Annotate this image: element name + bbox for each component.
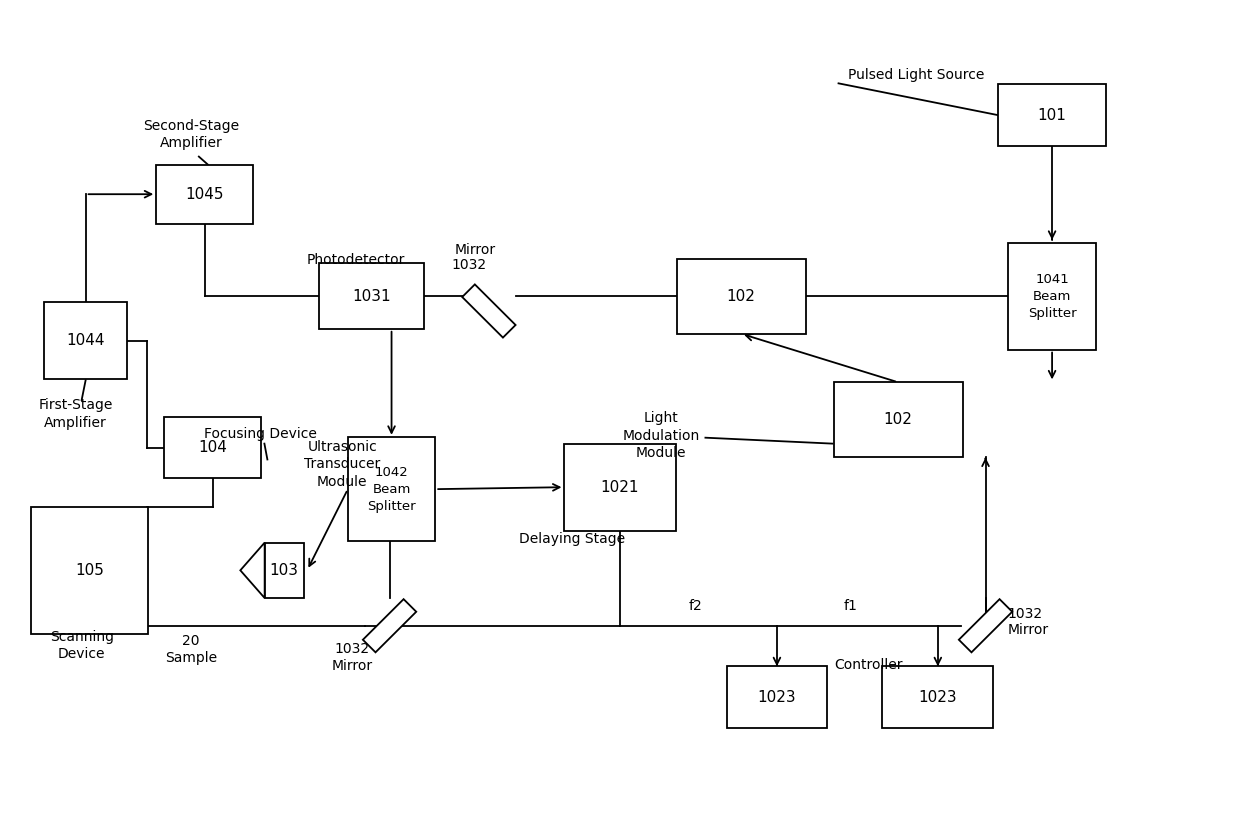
- Text: 1032
Mirror: 1032 Mirror: [331, 641, 372, 673]
- Text: 1044: 1044: [67, 333, 105, 348]
- Text: 101: 101: [1038, 108, 1066, 122]
- Text: 102: 102: [727, 289, 755, 304]
- Text: Controller: Controller: [835, 659, 903, 672]
- Bar: [1008, 243, 1096, 350]
- Bar: [998, 84, 1106, 146]
- Text: 102: 102: [884, 412, 913, 427]
- Text: 1042
Beam
Splitter: 1042 Beam Splitter: [367, 465, 415, 513]
- Bar: [43, 302, 128, 379]
- Polygon shape: [363, 599, 417, 652]
- Bar: [564, 443, 676, 531]
- Text: Ultrasonic
Transducer
Module: Ultrasonic Transducer Module: [304, 440, 381, 489]
- Bar: [319, 263, 424, 328]
- Text: Delaying Stage: Delaying Stage: [520, 531, 625, 546]
- Text: 20
Sample: 20 Sample: [165, 634, 217, 665]
- Text: 1031: 1031: [352, 289, 391, 304]
- Text: f1: f1: [843, 599, 857, 613]
- Polygon shape: [241, 543, 264, 598]
- Bar: [882, 667, 993, 728]
- Text: Focusing Device: Focusing Device: [205, 427, 317, 441]
- Text: Pulsed Light Source: Pulsed Light Source: [848, 68, 985, 82]
- Text: 1021: 1021: [600, 480, 640, 495]
- Text: Light
Modulation
Module: Light Modulation Module: [622, 412, 699, 460]
- Text: 1032: 1032: [451, 258, 486, 272]
- Bar: [31, 507, 149, 634]
- Text: 1023: 1023: [758, 689, 796, 704]
- Text: 1023: 1023: [919, 689, 957, 704]
- Text: f2: f2: [688, 599, 702, 613]
- Bar: [728, 667, 827, 728]
- Text: Mirror: Mirror: [1007, 623, 1049, 637]
- Text: 1032: 1032: [1007, 607, 1043, 621]
- Text: 105: 105: [76, 563, 104, 578]
- Bar: [156, 165, 253, 224]
- Text: Second-Stage
Amplifier: Second-Stage Amplifier: [143, 119, 239, 151]
- Bar: [833, 382, 962, 457]
- Text: Photodetector: Photodetector: [306, 253, 405, 267]
- Text: 103: 103: [270, 563, 299, 578]
- Text: First-Stage
Amplifier: First-Stage Amplifier: [38, 399, 113, 430]
- Text: Scanning
Device: Scanning Device: [50, 630, 114, 661]
- Text: 1041
Beam
Splitter: 1041 Beam Splitter: [1028, 273, 1076, 319]
- Bar: [677, 258, 806, 334]
- Bar: [264, 543, 304, 598]
- Text: Mirror: Mirror: [454, 243, 496, 257]
- Bar: [348, 437, 435, 541]
- Bar: [164, 417, 262, 478]
- Polygon shape: [959, 599, 1012, 652]
- Polygon shape: [463, 284, 516, 337]
- Text: 104: 104: [198, 440, 227, 455]
- Text: 1045: 1045: [186, 187, 224, 201]
